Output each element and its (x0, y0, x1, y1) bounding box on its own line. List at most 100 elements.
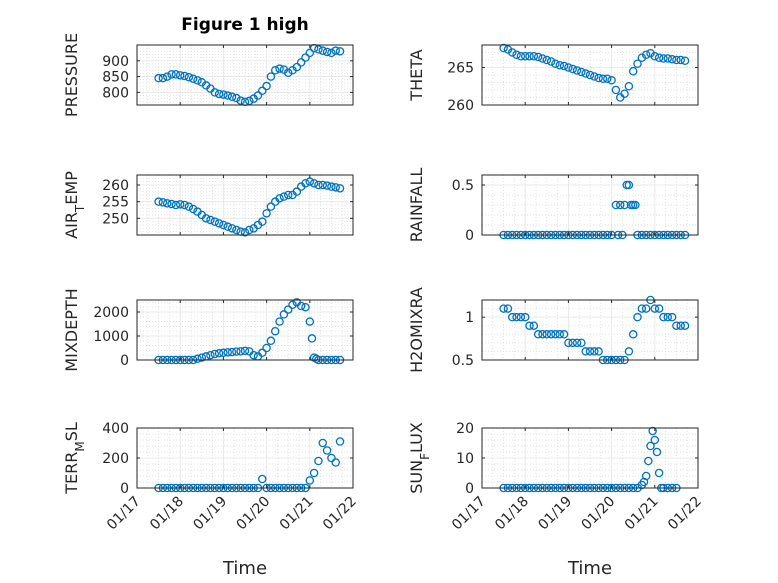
data-point (542, 55, 552, 65)
axes-box (481, 299, 699, 361)
y-tick-label: 0 (120, 353, 129, 369)
axes-box (481, 174, 699, 236)
data-point (245, 225, 254, 235)
data-point (551, 330, 560, 339)
data-point (512, 312, 521, 322)
data-point (279, 310, 289, 319)
data-point (206, 215, 215, 225)
data-point (663, 54, 673, 63)
data-point (620, 200, 629, 210)
data-point (680, 321, 690, 330)
data-point (318, 46, 328, 55)
data-point (667, 312, 677, 322)
data-point (292, 62, 302, 72)
y-tick-label: 200 (102, 451, 129, 467)
data-point (219, 220, 228, 230)
data-point (275, 317, 284, 326)
data-point (227, 347, 237, 357)
data-point (318, 180, 328, 190)
y-tick-label: 250 (102, 211, 129, 227)
data-point (210, 88, 220, 97)
data-point (546, 330, 556, 339)
data-point (314, 456, 323, 466)
data-point (314, 180, 323, 190)
data-point (564, 63, 573, 72)
data-point (590, 72, 599, 81)
data-point (654, 53, 664, 63)
data-point (307, 334, 317, 343)
data-point (546, 57, 556, 66)
data-point (258, 86, 267, 96)
data-point (538, 54, 547, 63)
data-point (158, 73, 168, 83)
data-point (585, 347, 595, 356)
data-point (309, 179, 319, 188)
y-tick-label: 1000 (93, 329, 129, 345)
data-point (214, 89, 224, 99)
data-point (559, 330, 569, 339)
data-point (499, 304, 508, 313)
data-point (331, 458, 340, 467)
data-point (542, 330, 552, 339)
y-tick-label: 0 (465, 481, 474, 497)
data-point (654, 468, 664, 478)
y-tick-label: 400 (102, 421, 129, 437)
panel-sun-flux: 01/17 01/18 01/19 01/20 01/21 01/22 0 10 20 SUNFL… (407, 421, 705, 533)
data-point (507, 48, 517, 57)
panel-terr-msl: 01/17 01/18 01/19 01/20 01/21 01/22 0 200 400 TER… (62, 421, 360, 533)
data-point (197, 353, 207, 362)
data-point (219, 90, 228, 99)
data-point (249, 350, 258, 360)
data-point (305, 177, 315, 186)
data-point (154, 73, 163, 83)
data-point (214, 219, 224, 228)
data-point (223, 91, 232, 100)
data-point (551, 59, 560, 69)
data-point (568, 64, 577, 74)
data-point (624, 82, 634, 91)
data-point (245, 96, 254, 106)
data-point (206, 350, 215, 360)
y-tick-label: 0 (465, 228, 474, 244)
data-point (283, 305, 293, 314)
x-tick-label: 01/22 (320, 494, 360, 534)
panel-h2omixra: 0.5 1 H2OMIXRA (407, 287, 699, 373)
data-point (637, 304, 647, 313)
data-point (650, 304, 660, 313)
data-point (184, 72, 194, 82)
data-point (322, 47, 332, 57)
axes-box (136, 299, 354, 361)
x-tick-label: 01/20 (234, 494, 274, 534)
data-point (633, 59, 642, 69)
data-point (603, 74, 612, 84)
data-point (219, 348, 228, 358)
x-axis-label-left: Time (222, 558, 267, 579)
data-point (232, 347, 241, 356)
data-point (335, 184, 345, 193)
data-point (529, 52, 539, 61)
data-point (628, 330, 638, 339)
data-point (581, 347, 590, 356)
data-point (275, 194, 284, 203)
data-point (301, 302, 310, 312)
data-point (223, 348, 232, 357)
data-point (305, 317, 315, 326)
data-point (210, 349, 220, 359)
data-point (210, 217, 220, 226)
data-point (327, 453, 336, 463)
data-point (581, 69, 590, 78)
y-axis-label: AIRTEMP (62, 171, 87, 239)
data-point (620, 89, 629, 99)
data-point (301, 53, 310, 62)
data-point (672, 321, 681, 330)
data-point (270, 66, 280, 75)
data-point (292, 187, 302, 196)
data-point (232, 225, 241, 235)
data-point (240, 228, 250, 237)
data-point (680, 56, 690, 66)
data-point (253, 91, 263, 100)
y-tick-label: 0.5 (452, 353, 474, 369)
data-point (236, 96, 245, 105)
data-point (171, 70, 181, 79)
